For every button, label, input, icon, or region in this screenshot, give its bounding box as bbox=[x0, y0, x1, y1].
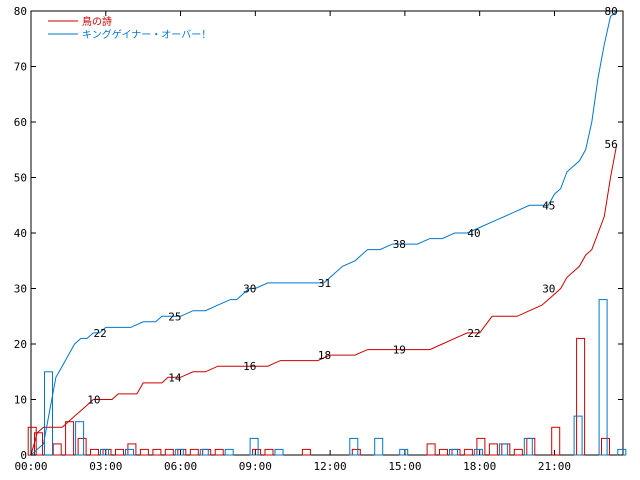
hourly-bar-s1-17 bbox=[598, 299, 608, 456]
y-tick-label-3: 30 bbox=[14, 283, 27, 296]
data-label-s0-1: 14 bbox=[168, 371, 182, 384]
hourly-bar-s0-20 bbox=[351, 448, 361, 456]
data-label-s0-7: 56 bbox=[605, 138, 618, 151]
axis-ticks: 0 10 20 30 40 50 60 70 80 00:00 03:00 06:00 09:00 12:… bbox=[14, 5, 623, 473]
y-tick-label-6: 60 bbox=[14, 116, 27, 129]
cumulative-lines bbox=[30, 10, 618, 456]
hourly-bar-s0-21 bbox=[426, 443, 436, 456]
y-tick-label-2: 20 bbox=[14, 338, 27, 351]
hourly-bar-s0-11 bbox=[164, 448, 174, 456]
data-label-s0-6: 30 bbox=[542, 283, 555, 296]
hourly-bar-s0-3 bbox=[65, 421, 75, 456]
x-tick-label-7: 21:00 bbox=[538, 460, 571, 473]
data-label-s1-0: 22 bbox=[94, 327, 107, 340]
hourly-bar-s0-7 bbox=[115, 448, 124, 456]
hourly-bar-s0-30 bbox=[551, 426, 561, 456]
hourly-bar-s0-2 bbox=[52, 443, 62, 456]
hourly-bar-s1-6 bbox=[224, 448, 234, 456]
series-line-1 bbox=[30, 10, 618, 456]
data-label-s0-0: 10 bbox=[87, 394, 100, 407]
hourly-bar-s1-7 bbox=[249, 437, 259, 456]
data-label-s1-4: 38 bbox=[393, 238, 406, 251]
data-label-s1-1: 25 bbox=[168, 310, 181, 323]
legend-label-tori: 鳥の詩 bbox=[82, 15, 112, 28]
hourly-bar-s1-18 bbox=[617, 448, 627, 456]
data-label-s1-7: 80 bbox=[605, 5, 618, 18]
hourly-bar-s0-31 bbox=[576, 337, 586, 456]
hourly-bar-s0-17 bbox=[252, 448, 262, 456]
x-tick-label-3: 09:00 bbox=[239, 460, 272, 473]
hourly-bar-s0-10 bbox=[152, 448, 162, 456]
hourly-bar-s1-5 bbox=[199, 448, 209, 456]
hourly-bar-s1-1 bbox=[75, 421, 85, 456]
hourly-bar-s0-9 bbox=[139, 448, 149, 456]
hourly-bar-s0-5 bbox=[90, 448, 99, 456]
data-labels: 10 14 16 18 19 22 30 56 22 25 30 31 38 40 45 80 bbox=[87, 5, 617, 407]
hourly-bar-s0-15 bbox=[214, 448, 224, 456]
x-tick-label-0: 00:00 bbox=[14, 460, 47, 473]
hourly-bar-s1-3 bbox=[125, 448, 134, 456]
plot-frame bbox=[30, 10, 624, 456]
series-line-0 bbox=[30, 144, 618, 456]
hourly-bar-s0-26 bbox=[488, 443, 498, 456]
y-tick-label-1: 10 bbox=[14, 394, 27, 407]
y-tick-label-7: 70 bbox=[14, 61, 27, 74]
hourly-bar-s1-16 bbox=[573, 415, 583, 456]
hourly-bar-s1-13 bbox=[473, 448, 483, 456]
legend: 鳥の詩 キングゲイナー・オーバー！ bbox=[48, 15, 211, 41]
hourly-bar-s0-4 bbox=[77, 437, 87, 456]
hourly-bar-s1-14 bbox=[498, 443, 508, 456]
hourly-bar-s0-29 bbox=[526, 437, 536, 456]
hourly-bar-s0-12 bbox=[177, 448, 187, 456]
data-label-s0-5: 22 bbox=[467, 327, 480, 340]
hourly-bar-s1-2 bbox=[100, 448, 109, 456]
hourly-bar-s0-22 bbox=[439, 448, 448, 456]
hourly-bar-s0-19 bbox=[301, 448, 311, 456]
hourly-bar-s0-24 bbox=[463, 448, 473, 456]
x-tick-label-1: 03:00 bbox=[89, 460, 122, 473]
y-tick-label-0: 0 bbox=[20, 449, 27, 462]
x-tick-label-5: 15:00 bbox=[388, 460, 421, 473]
hourly-bar-s0-25 bbox=[476, 437, 486, 456]
data-label-s1-3: 31 bbox=[318, 277, 331, 290]
hourly-bar-s1-15 bbox=[523, 437, 533, 456]
data-label-s1-6: 45 bbox=[542, 199, 555, 212]
hourly-bar-s1-10 bbox=[374, 437, 384, 456]
data-label-s0-4: 19 bbox=[393, 344, 406, 357]
x-tick-label-6: 18:00 bbox=[463, 460, 496, 473]
hourly-bar-s1-0 bbox=[44, 371, 53, 456]
hourly-bar-s1-4 bbox=[174, 448, 184, 456]
y-tick-label-4: 40 bbox=[14, 227, 27, 240]
data-label-s0-2: 16 bbox=[243, 360, 256, 373]
hourly-bar-s0-32 bbox=[601, 437, 610, 456]
y-tick-label-5: 50 bbox=[14, 172, 27, 185]
data-label-s0-3: 18 bbox=[318, 349, 331, 362]
hourly-bar-s1-8 bbox=[274, 448, 284, 456]
x-tick-label-4: 12:00 bbox=[314, 460, 347, 473]
hourly-bar-s1-11 bbox=[399, 448, 409, 456]
data-label-s1-5: 40 bbox=[467, 227, 480, 240]
hourly-bar-s0-13 bbox=[189, 448, 199, 456]
hourly-bar-s1-9 bbox=[349, 437, 359, 456]
hourly-bar-s0-6 bbox=[102, 448, 112, 456]
hourly-bar-s0-28 bbox=[513, 448, 523, 456]
y-tick-label-8: 80 bbox=[14, 5, 27, 18]
x-tick-label-2: 06:00 bbox=[164, 460, 197, 473]
hourly-bar-s0-18 bbox=[264, 448, 274, 456]
hourly-bar-s0-23 bbox=[451, 448, 461, 456]
data-label-s1-2: 30 bbox=[243, 283, 256, 296]
hourly-bar-s0-14 bbox=[202, 448, 212, 456]
hourly-bar-s0-27 bbox=[501, 443, 511, 456]
hourly-bar-s1-12 bbox=[449, 448, 458, 456]
hourly-bars bbox=[27, 299, 627, 456]
legend-label-kinggainer: キングゲイナー・オーバー！ bbox=[82, 28, 211, 41]
